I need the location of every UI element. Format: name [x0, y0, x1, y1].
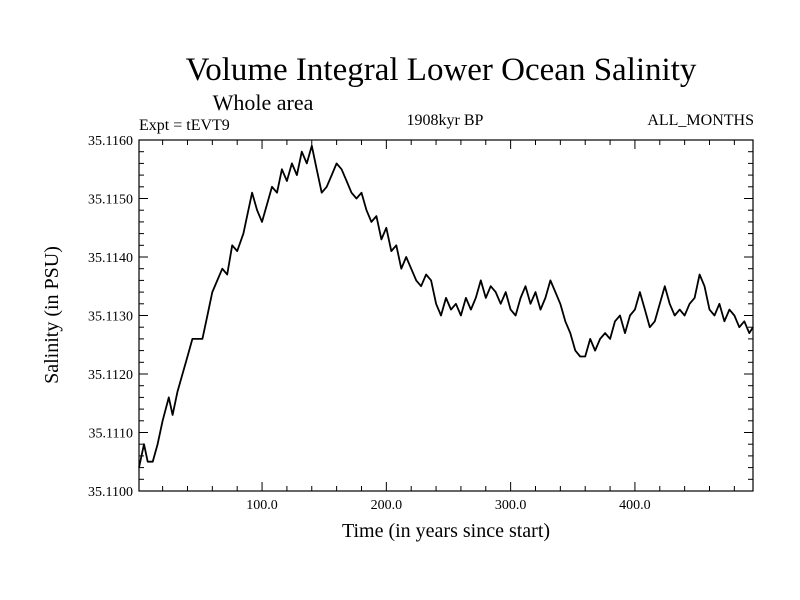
x-tick-label: 100.0	[246, 498, 278, 513]
series-line	[138, 144, 754, 468]
series-group	[138, 144, 754, 468]
y-axis-label: Salinity (in PSU)	[41, 246, 63, 384]
x-tick-label: 400.0	[619, 498, 651, 513]
y-tick-label: 35.1130	[88, 310, 133, 325]
x-axis-label: Time (in years since start)	[342, 520, 550, 542]
chart-subtitle: Whole area	[213, 90, 314, 115]
y-tick-label: 35.1110	[89, 427, 133, 442]
x-tick-label: 200.0	[371, 498, 403, 513]
period-label: 1908kyr BP	[407, 112, 484, 129]
y-tick-label: 35.1120	[88, 368, 133, 383]
months-label: ALL_MONTHS	[647, 112, 754, 129]
y-tick-label: 35.1140	[88, 251, 133, 266]
y-tick-label: 35.1150	[88, 193, 133, 208]
tick-group: 35.1100 35.1110 35.1120 35.1130 35.1140 35.11…	[88, 134, 753, 513]
y-tick-label: 35.1160	[88, 134, 133, 149]
chart-title: Volume Integral Lower Ocean Salinity	[186, 52, 697, 88]
plot-frame	[138, 139, 754, 492]
x-tick-label: 300.0	[495, 498, 527, 513]
experiment-label: Expt = tEVT9	[139, 117, 230, 134]
y-tick-label: 35.1100	[88, 485, 133, 500]
